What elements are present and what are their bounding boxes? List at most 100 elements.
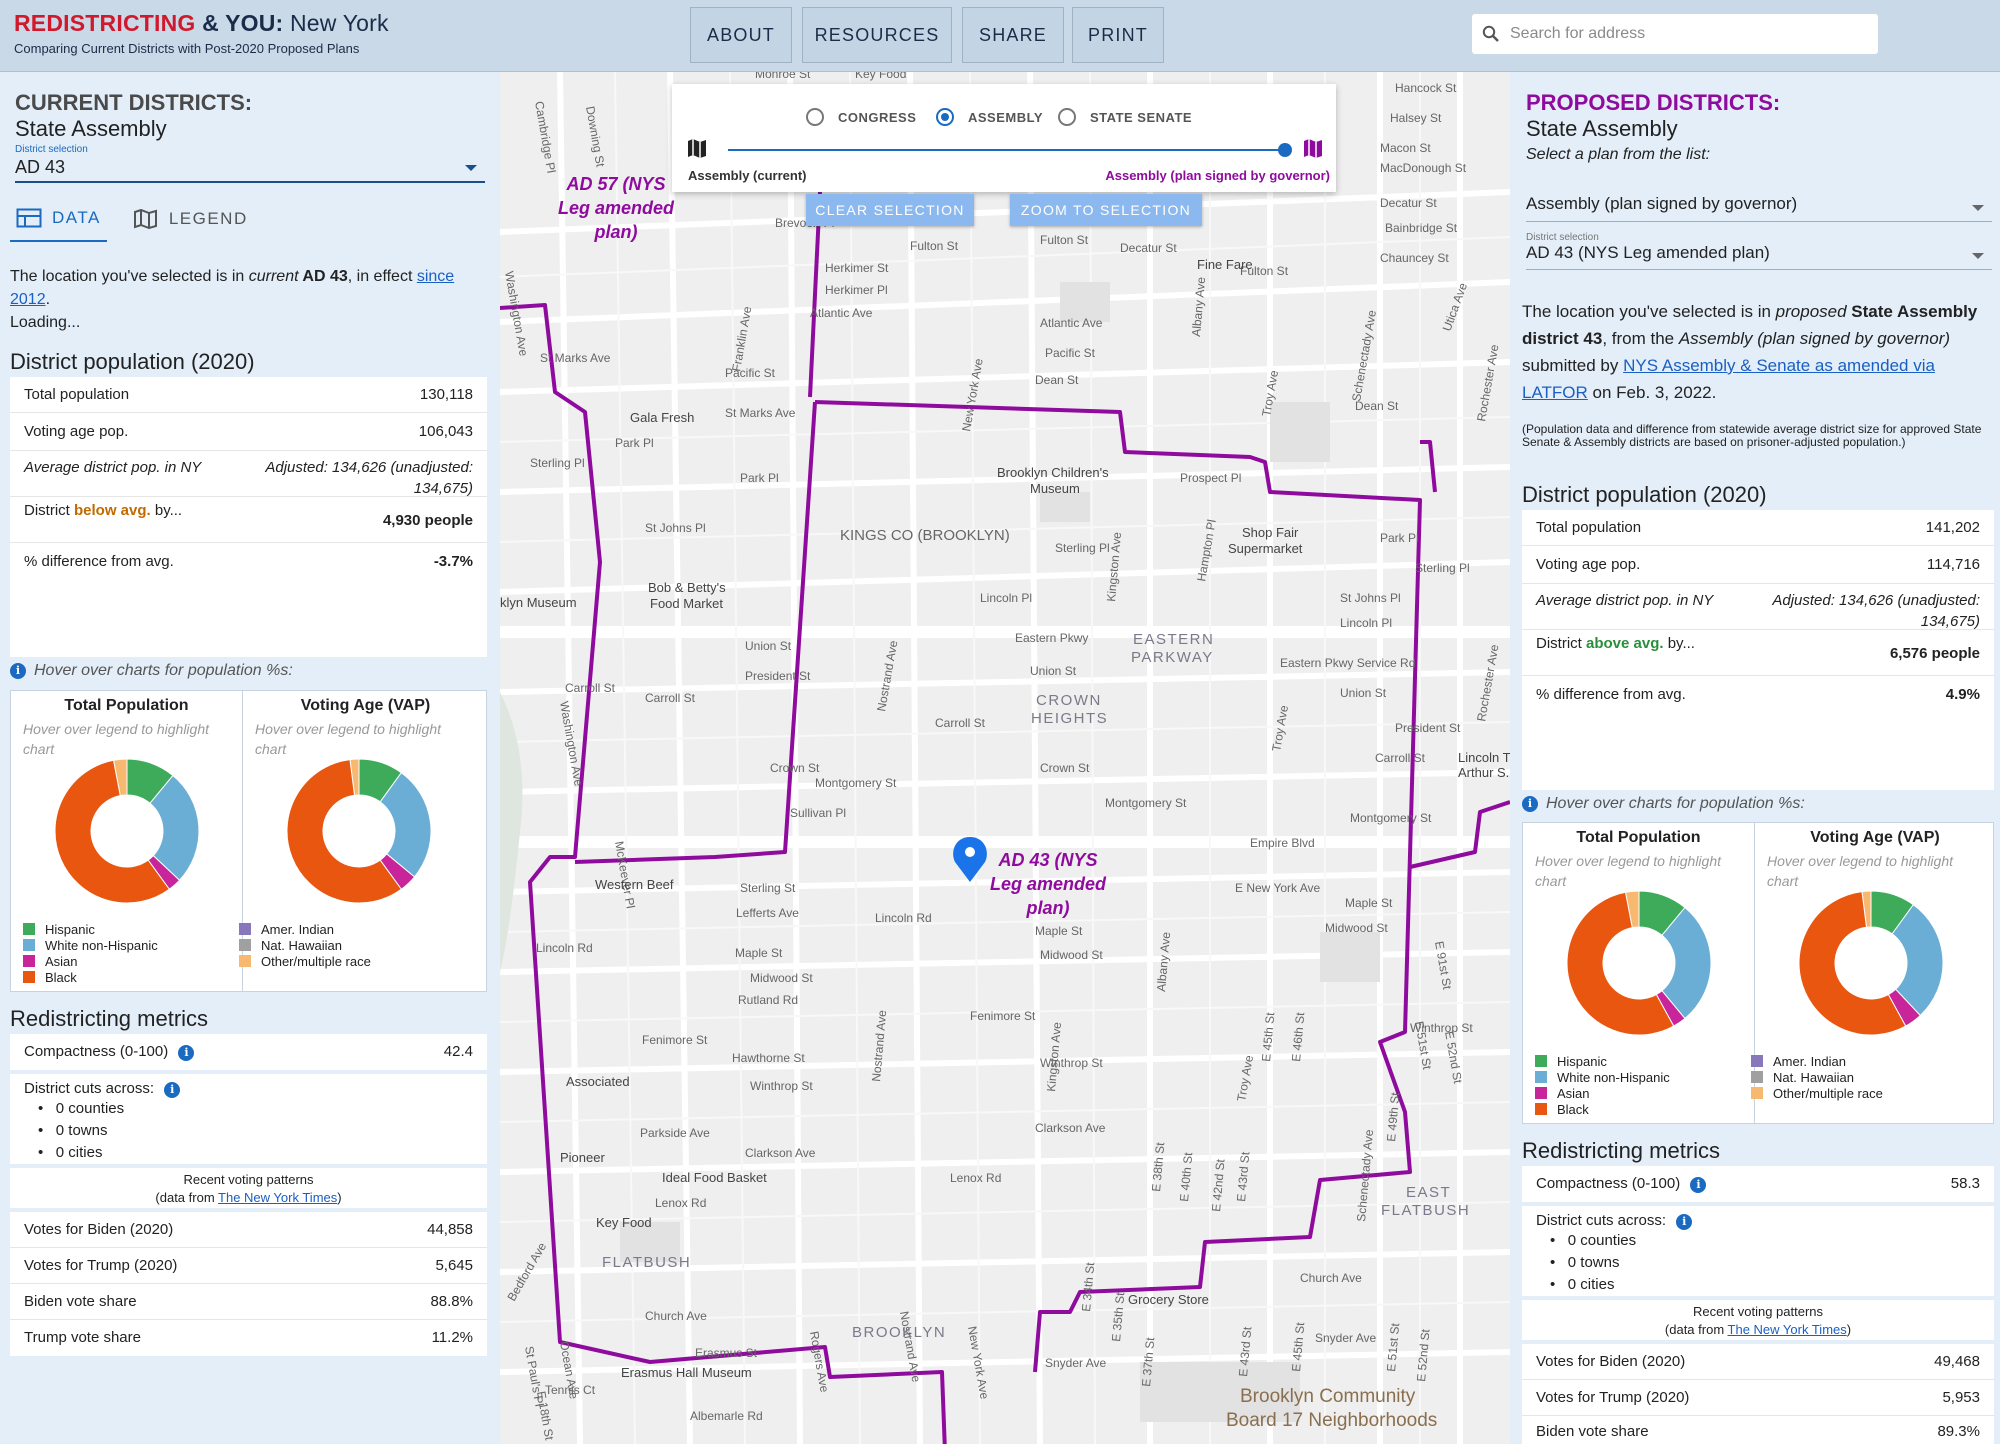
- info-icon[interactable]: i: [1522, 796, 1538, 812]
- search-input[interactable]: [1510, 25, 1850, 43]
- svg-text:Hawthorne St: Hawthorne St: [732, 1051, 805, 1065]
- legend-item-asian[interactable]: Asian: [23, 953, 158, 969]
- select-value: AD 43 (NYS Leg amended plan): [1526, 243, 1770, 262]
- info-icon[interactable]: i: [1690, 1177, 1707, 1193]
- map-canvas[interactable]: Monroe St Key Food Hancock St Halsey St …: [500, 72, 1510, 1444]
- svg-text:Pacific St: Pacific St: [725, 366, 776, 380]
- pie-slice-white-non-hispanic[interactable]: [149, 774, 200, 881]
- nav-print-button[interactable]: PRINT: [1072, 7, 1164, 63]
- district-map[interactable]: Monroe St Key Food Hancock St Halsey St …: [500, 72, 1510, 1444]
- tab-legend[interactable]: LEGEND: [127, 208, 254, 242]
- chart-hint: Hover over legend to highlight chart: [23, 721, 210, 757]
- table-row: Votes for Trump (2020) 5,953: [1522, 1380, 1994, 1416]
- radio-assembly[interactable]: ASSEMBLY: [936, 108, 1043, 126]
- legend-item-white[interactable]: White non-Hispanic: [1535, 1069, 1670, 1085]
- brand[interactable]: REDISTRICTING & YOU: New York Comparing …: [14, 10, 389, 56]
- since-2012-link[interactable]: since 2012: [10, 268, 455, 308]
- svg-text:Atlantic Ave: Atlantic Ave: [1040, 316, 1103, 330]
- nav-resources-button[interactable]: RESOURCES: [802, 7, 952, 63]
- current-metrics-heading: Redistricting metrics: [10, 1006, 209, 1031]
- svg-text:Park Pl: Park Pl: [1380, 531, 1419, 545]
- nav-about-button[interactable]: ABOUT: [690, 7, 792, 63]
- legend-item-other[interactable]: Other/multiple race: [239, 953, 371, 969]
- legend-item-black[interactable]: Black: [1535, 1101, 1670, 1117]
- radio-state-senate[interactable]: STATE SENATE: [1058, 108, 1192, 126]
- svg-text:Halsey St: Halsey St: [1390, 111, 1442, 125]
- svg-text:Sterling Pl: Sterling Pl: [1055, 541, 1110, 555]
- svg-text:Lenox Rd: Lenox Rd: [655, 1196, 706, 1210]
- search-box[interactable]: [1472, 14, 1878, 54]
- svg-text:plan): plan): [1026, 898, 1070, 918]
- svg-text:McKeever Pl: McKeever Pl: [612, 840, 638, 909]
- legend-item-hispanic[interactable]: Hispanic: [1535, 1053, 1670, 1069]
- pie-slice-black[interactable]: [1798, 891, 1907, 1036]
- svg-text:Associated: Associated: [566, 1074, 630, 1089]
- pie-slice-white-non-hispanic[interactable]: [1661, 906, 1712, 1020]
- proposed-total-pop-chart[interactable]: Total Population Hover over legend to hi…: [1523, 823, 1755, 1123]
- current-intro-text: The location you've selected is in curre…: [10, 268, 455, 331]
- current-total-pop-chart[interactable]: Total Population Hover over legend to hi…: [11, 691, 243, 991]
- current-district-select[interactable]: District selection AD 43: [15, 144, 485, 183]
- current-vap-chart[interactable]: Voting Age (VAP) Hover over legend to hi…: [243, 691, 488, 991]
- proposed-pop-heading: District population (2020): [1522, 482, 1767, 507]
- proposed-vap-chart[interactable]: Voting Age (VAP) Hover over legend to hi…: [1755, 823, 1995, 1123]
- svg-text:Midwood St: Midwood St: [1325, 921, 1388, 935]
- nyt-link[interactable]: The New York Times: [218, 1190, 338, 1205]
- svg-text:Key Food: Key Food: [855, 72, 906, 81]
- plan-slider-handle[interactable]: [1278, 143, 1292, 157]
- slider-left-label: Assembly (current): [688, 168, 807, 183]
- pie-slice-white-non-hispanic[interactable]: [379, 772, 432, 878]
- legend-item-nat-hawaiian[interactable]: Nat. Hawaiian: [1751, 1069, 1883, 1085]
- pie-slice-white-non-hispanic[interactable]: [1891, 904, 1944, 1017]
- pie-slice-black[interactable]: [1566, 891, 1675, 1036]
- table-row: Average district pop. in NY Adjusted: 134…: [10, 451, 487, 497]
- radio-congress[interactable]: CONGRESS: [806, 108, 916, 126]
- tab-data-label: DATA: [52, 208, 101, 227]
- svg-text:E 45th St: E 45th St: [1259, 1011, 1277, 1062]
- current-compactness-card: Compactness (0-100) i 42.4: [10, 1034, 487, 1070]
- clear-selection-button[interactable]: CLEAR SELECTION: [806, 194, 974, 226]
- legend-item-amer-indian[interactable]: Amer. Indian: [239, 921, 371, 937]
- legend-item-asian[interactable]: Asian: [1535, 1085, 1670, 1101]
- plan-select[interactable]: Assembly (plan signed by governor): [1526, 188, 1992, 222]
- legend-item-white[interactable]: White non-Hispanic: [23, 937, 158, 953]
- donut-chart[interactable]: [243, 751, 475, 911]
- location-pin-icon[interactable]: [953, 837, 987, 882]
- svg-text:St Marks Ave: St Marks Ave: [725, 406, 796, 420]
- donut-chart[interactable]: [11, 751, 243, 911]
- svg-text:Church Ave: Church Ave: [645, 1309, 707, 1323]
- pie-slice-black[interactable]: [286, 759, 403, 904]
- list-item: • 0 towns: [38, 1122, 108, 1139]
- svg-text:Lefferts Ave: Lefferts Ave: [736, 906, 799, 920]
- svg-text:Maple St: Maple St: [1035, 924, 1083, 938]
- svg-text:Winthrop St: Winthrop St: [1410, 1021, 1473, 1035]
- svg-text:Carroll St: Carroll St: [1375, 751, 1426, 765]
- svg-text:E 51st St: E 51st St: [1384, 1322, 1402, 1372]
- info-icon[interactable]: i: [164, 1082, 181, 1098]
- legend-item-nat-hawaiian[interactable]: Nat. Hawaiian: [239, 937, 371, 953]
- donut-chart[interactable]: [1755, 883, 1987, 1043]
- nyt-link[interactable]: The New York Times: [1727, 1322, 1847, 1337]
- info-icon[interactable]: i: [1676, 1214, 1693, 1230]
- legend-item-hispanic[interactable]: Hispanic: [23, 921, 158, 937]
- proposed-intro-text: The location you've selected is in propo…: [1522, 302, 1978, 402]
- legend-item-black[interactable]: Black: [23, 969, 158, 985]
- zoom-to-selection-button[interactable]: ZOOM TO SELECTION: [1010, 194, 1202, 226]
- donut-chart[interactable]: [1523, 883, 1755, 1043]
- plan-slider-track[interactable]: [728, 149, 1288, 151]
- info-icon[interactable]: i: [10, 663, 26, 679]
- info-icon[interactable]: i: [178, 1045, 195, 1061]
- latfor-link[interactable]: NYS Assembly & Senate as amended via LAT…: [1522, 356, 1935, 402]
- population-note: (Population data and difference from sta…: [1522, 422, 1982, 449]
- svg-text:Brooklyn Community: Brooklyn Community: [1240, 1386, 1416, 1407]
- legend-item-amer-indian[interactable]: Amer. Indian: [1751, 1053, 1883, 1069]
- svg-text:Maple St: Maple St: [735, 946, 783, 960]
- nav-share-button[interactable]: SHARE: [962, 7, 1064, 63]
- proposed-district-select[interactable]: District selection AD 43 (NYS Leg amende…: [1526, 232, 1992, 270]
- pie-slice-black[interactable]: [54, 759, 171, 904]
- tab-data[interactable]: DATA: [10, 208, 107, 242]
- voting-source: (data from The New York Times): [155, 1190, 342, 1205]
- legend-item-other[interactable]: Other/multiple race: [1751, 1085, 1883, 1101]
- proposed-panel-title: PROPOSED DISTRICTS:: [1526, 90, 1781, 115]
- table-row: Votes for Trump (2020) 5,645: [10, 1248, 487, 1284]
